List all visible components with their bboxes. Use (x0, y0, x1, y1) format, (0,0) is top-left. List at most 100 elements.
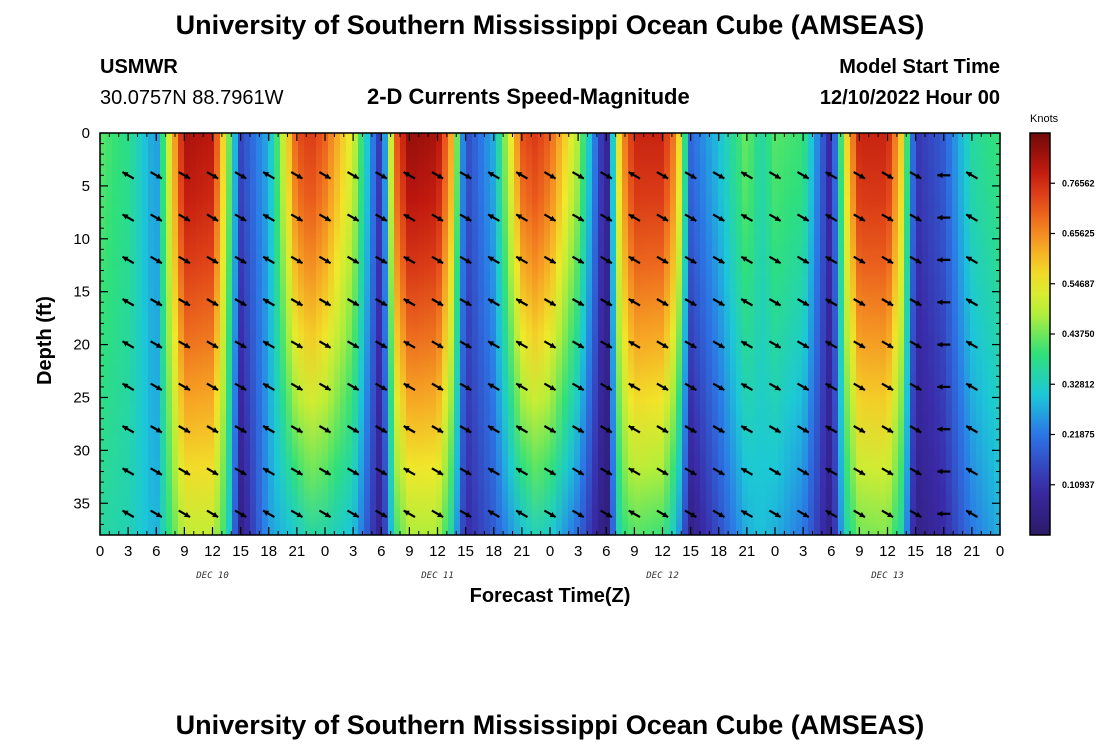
current-arrow (684, 298, 697, 307)
current-arrow (150, 425, 163, 434)
current-arrow (712, 171, 725, 180)
heatmap-column (400, 133, 407, 535)
current-arrow (740, 171, 754, 180)
x-tick-label: 15 (232, 543, 249, 560)
current-arrow (853, 425, 866, 434)
colorbar: 0.76562 0.65625 0.54687 0.43750 0.32812 0.218… (1029, 132, 1095, 536)
current-arrow (403, 171, 416, 180)
current-arrow (881, 382, 894, 392)
heatmap-column (232, 133, 239, 535)
current-arrow (262, 213, 275, 222)
heatmap-column (250, 133, 257, 535)
x-tick-label: 18 (710, 543, 727, 560)
heatmap-column (982, 133, 989, 535)
current-arrow (543, 467, 557, 476)
current-arrow (628, 213, 641, 222)
heatmap-column (970, 133, 977, 535)
heatmap-column (646, 133, 653, 535)
current-arrow (853, 467, 866, 476)
y-tick-label: 20 (73, 337, 90, 354)
current-arrow (628, 382, 641, 392)
current-arrow (600, 255, 613, 265)
current-arrow (656, 255, 669, 265)
heatmap-column (748, 133, 755, 535)
heatmap-column (208, 133, 215, 535)
x-tick-label: 12 (429, 543, 446, 560)
current-arrow (515, 340, 529, 349)
heatmap-column (184, 133, 191, 535)
current-arrow (909, 255, 922, 265)
heatmap-column (934, 133, 941, 535)
current-arrow (600, 382, 613, 392)
heatmap-column (286, 133, 293, 535)
colorbar-tick-label: 0.76562 (1062, 178, 1095, 188)
current-arrow (178, 509, 191, 519)
heatmap-column (112, 133, 119, 535)
current-arrow (150, 382, 163, 392)
x-tick-label: 18 (485, 543, 502, 560)
current-arrow (740, 425, 754, 434)
current-arrow (346, 467, 360, 476)
current-arrow (262, 171, 275, 180)
heatmap-column (904, 133, 911, 535)
x-tick-label: 6 (152, 543, 160, 560)
x-tick-label: 21 (964, 543, 981, 560)
heatmap-column (760, 133, 767, 535)
current-arrow (712, 213, 725, 222)
heatmap-column (436, 133, 443, 535)
heatmap-column (898, 133, 905, 535)
heatmap-column (190, 133, 197, 535)
current-arrow (543, 171, 557, 180)
current-arrow (656, 509, 669, 519)
heatmap-column (796, 133, 803, 535)
current-arrow (937, 341, 951, 348)
current-arrow (318, 213, 332, 222)
current-arrow (206, 425, 219, 434)
current-arrow (965, 382, 979, 392)
heatmap-column (262, 133, 269, 535)
current-arrow (290, 255, 304, 265)
heatmap-column (568, 133, 575, 535)
heatmap-column (598, 133, 605, 535)
current-arrow (487, 255, 500, 265)
heatmap (100, 133, 1000, 535)
heatmap-column (766, 133, 773, 535)
current-arrow (740, 213, 754, 222)
current-arrow (206, 467, 219, 476)
current-arrow (318, 509, 332, 519)
current-arrow (262, 425, 275, 434)
current-arrow (825, 382, 838, 392)
current-arrow (375, 171, 388, 180)
current-arrow (768, 425, 782, 434)
current-arrow (178, 171, 191, 180)
current-arrow (403, 213, 416, 222)
current-arrow (150, 467, 163, 476)
current-arrow (206, 255, 219, 265)
current-arrow (656, 298, 669, 307)
heatmap-column (502, 133, 509, 535)
current-arrow (318, 340, 332, 349)
current-arrow (768, 171, 782, 180)
heatmap-column (940, 133, 947, 535)
x-tick-label: 15 (682, 543, 699, 560)
current-arrow (796, 340, 810, 349)
current-arrow (881, 509, 894, 519)
current-arrow (712, 340, 725, 349)
current-arrow (403, 340, 416, 349)
current-arrow (150, 298, 163, 307)
heatmap-column (772, 133, 779, 535)
current-arrow (965, 298, 979, 307)
current-arrow (403, 425, 416, 434)
heatmap-column (628, 133, 635, 535)
current-arrow (740, 467, 754, 476)
current-arrow (234, 467, 247, 476)
current-arrow (121, 255, 135, 265)
current-arrow (515, 213, 529, 222)
current-arrow (459, 425, 472, 434)
current-arrow (403, 255, 416, 265)
current-arrow (515, 425, 529, 434)
heatmap-column (160, 133, 167, 535)
current-arrow (150, 171, 163, 180)
current-arrow (290, 382, 304, 392)
heatmap-column (178, 133, 185, 535)
